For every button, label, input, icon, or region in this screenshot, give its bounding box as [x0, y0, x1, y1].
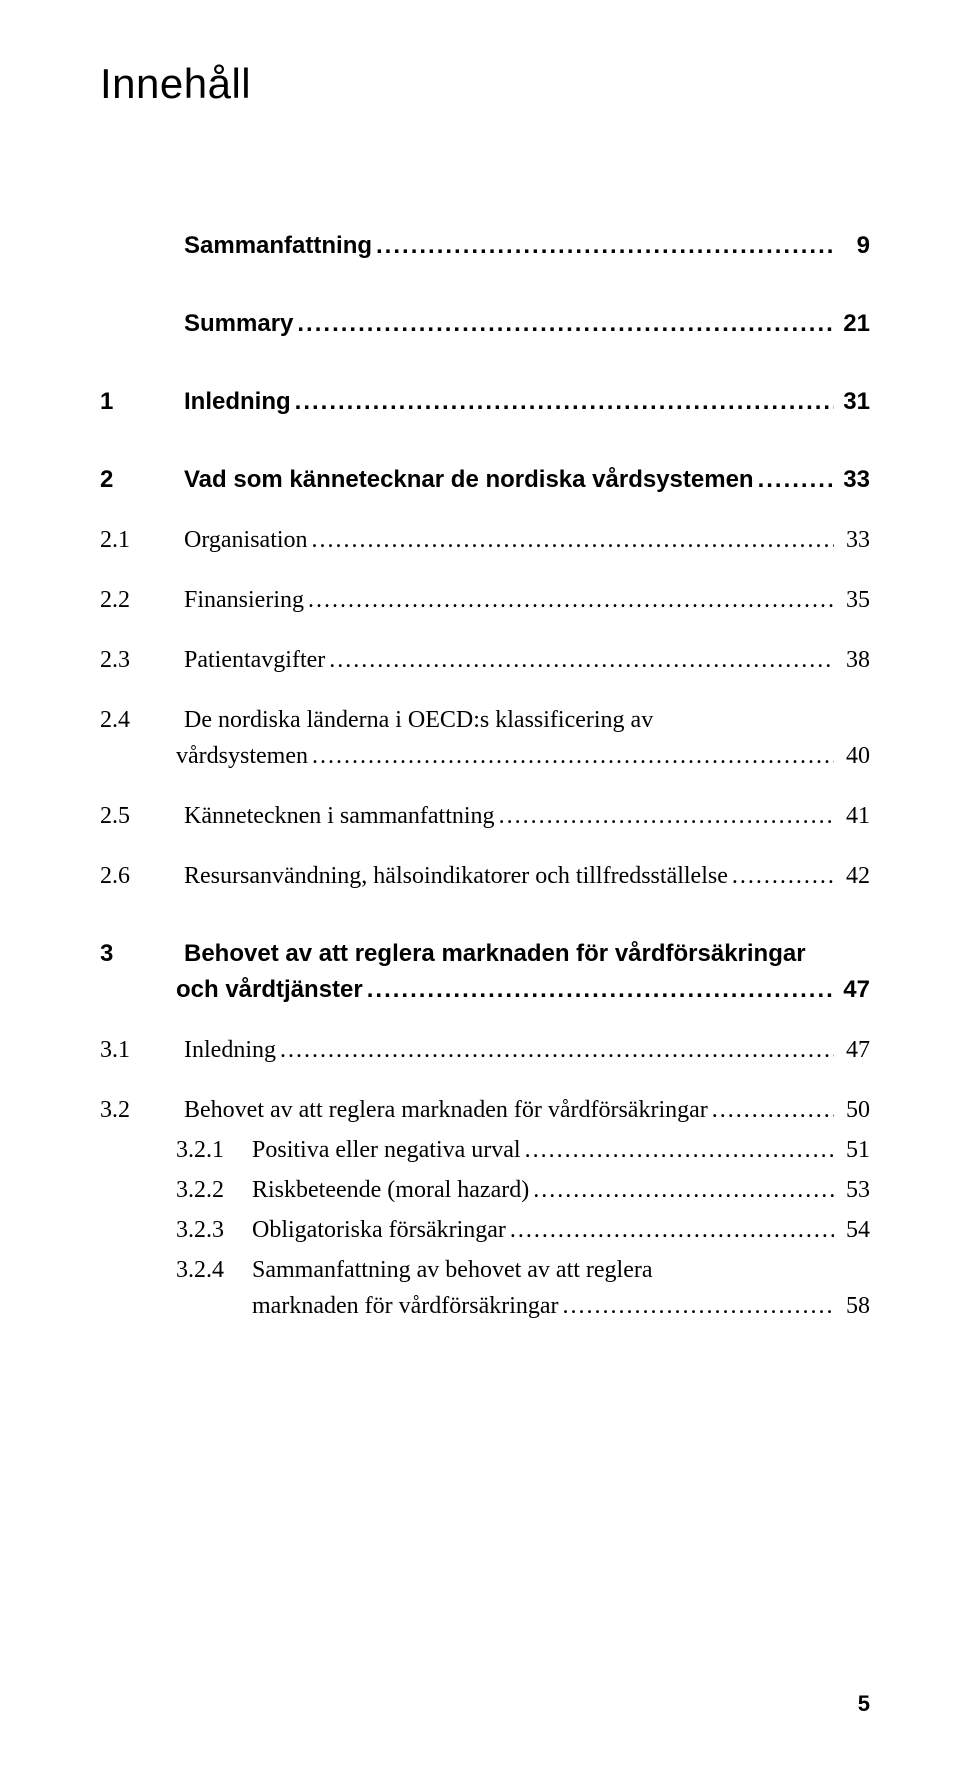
toc-number: 3.2.4	[100, 1252, 252, 1288]
toc-label: Inledning	[184, 1032, 276, 1068]
toc-page: 51	[834, 1132, 870, 1168]
toc-label: Riskbeteende (moral hazard)	[252, 1172, 529, 1208]
toc-number: 2.6	[100, 858, 184, 894]
toc-page: 58	[834, 1288, 870, 1324]
toc-page: 42	[834, 858, 870, 894]
toc-page: 47	[834, 972, 870, 1008]
toc-number: 3.2.3	[100, 1212, 252, 1248]
toc-page: 33	[834, 522, 870, 558]
toc-entry-s2-4: 2.4 De nordiska länderna i OECD:s klassi…	[100, 702, 870, 774]
toc-number: 2.4	[100, 702, 184, 738]
toc-number: 2.5	[100, 798, 184, 834]
toc-page: 50	[834, 1092, 870, 1128]
page-number: 5	[858, 1691, 870, 1717]
toc-number: 3	[100, 936, 184, 972]
page-title: Innehåll	[100, 60, 870, 108]
toc-leader: ........................................	[708, 1092, 834, 1128]
toc-entry-ch1: 1 Inledning ............................…	[100, 384, 870, 420]
toc-page: 21	[834, 306, 870, 342]
toc-indent	[100, 738, 176, 774]
toc-page: 35	[834, 582, 870, 618]
toc-label-line2: och vårdtjänster	[176, 972, 363, 1008]
toc-label: Kännetecknen i sammanfattning	[184, 798, 495, 834]
toc-leader: ........................................…	[559, 1288, 834, 1324]
toc-leader: ........................................…	[325, 642, 834, 678]
page: Innehåll Sammanfattning ................…	[0, 0, 960, 1767]
toc-leader: ........................................…	[521, 1132, 834, 1168]
toc-label: Summary	[184, 306, 293, 342]
toc-entry-ch3: 3 Behovet av att reglera marknaden för v…	[100, 936, 870, 1008]
toc-label: Resursanvändning, hälsoindikatorer och t…	[184, 858, 728, 894]
table-of-contents: Sammanfattning .........................…	[100, 228, 870, 1324]
toc-leader: ........................................…	[529, 1172, 834, 1208]
toc-number: 2.3	[100, 642, 184, 678]
toc-label: Obligatoriska försäkringar	[252, 1212, 506, 1248]
toc-leader: ........................................…	[308, 522, 834, 558]
toc-label-line1: De nordiska länderna i OECD:s klassifice…	[184, 702, 870, 738]
toc-page: 41	[834, 798, 870, 834]
toc-label: Positiva eller negativa urval	[252, 1132, 521, 1168]
toc-page: 31	[834, 384, 870, 420]
toc-leader: ........................................…	[495, 798, 834, 834]
toc-entry-s3-2-4: 3.2.4 Sammanfattning av behovet av att r…	[100, 1252, 870, 1324]
toc-number: 2	[100, 462, 184, 498]
toc-entry-s3-2-3: 3.2.3 Obligatoriska försäkringar .......…	[100, 1212, 870, 1248]
toc-page: 54	[834, 1212, 870, 1248]
toc-entry-s3-1: 3.1 Inledning ..........................…	[100, 1032, 870, 1068]
toc-entry-s2-1: 2.1 Organisation .......................…	[100, 522, 870, 558]
toc-label: Finansiering	[184, 582, 304, 618]
toc-page: 40	[834, 738, 870, 774]
toc-entry-s3-2-2: 3.2.2 Riskbeteende (moral hazard) ......…	[100, 1172, 870, 1208]
toc-leader: ........................................…	[276, 1032, 834, 1068]
toc-indent	[100, 1288, 252, 1324]
toc-number: 3.2.2	[100, 1172, 252, 1208]
toc-label: Organisation	[184, 522, 308, 558]
toc-label-line2: vårdsystemen	[176, 738, 308, 774]
toc-entry-s2-3: 2.3 Patientavgifter ....................…	[100, 642, 870, 678]
toc-number: 1	[100, 384, 184, 420]
toc-entry-s2-2: 2.2 Finansiering .......................…	[100, 582, 870, 618]
toc-entry-ch2: 2 Vad som kännetecknar de nordiska vårds…	[100, 462, 870, 498]
toc-leader: ........................................…	[304, 582, 834, 618]
toc-label: Patientavgifter	[184, 642, 325, 678]
toc-indent	[100, 972, 176, 1008]
toc-number: 2.1	[100, 522, 184, 558]
toc-leader: ........................................…	[291, 384, 834, 420]
toc-label-line1: Behovet av att reglera marknaden för vår…	[184, 936, 870, 972]
toc-entry-s3-2: 3.2 Behovet av att reglera marknaden för…	[100, 1092, 870, 1128]
toc-entry-s2-5: 2.5 Kännetecknen i sammanfattning ......…	[100, 798, 870, 834]
toc-entry-sammanfattning: Sammanfattning .........................…	[100, 228, 870, 264]
toc-entry-s3-2-1: 3.2.1 Positiva eller negativa urval ....…	[100, 1132, 870, 1168]
toc-entry-s2-6: 2.6 Resursanvändning, hälsoindikatorer o…	[100, 858, 870, 894]
toc-leader: ........................................…	[308, 738, 834, 774]
toc-page: 9	[834, 228, 870, 264]
toc-label: Behovet av att reglera marknaden för vår…	[184, 1092, 708, 1128]
toc-label: Sammanfattning	[184, 228, 372, 264]
toc-number: 2.2	[100, 582, 184, 618]
toc-page: 47	[834, 1032, 870, 1068]
toc-number: 3.1	[100, 1032, 184, 1068]
toc-label: Inledning	[184, 384, 291, 420]
toc-leader: ........................................	[728, 858, 834, 894]
toc-leader: ........................................…	[506, 1212, 834, 1248]
toc-label-line2: marknaden för vårdförsäkringar	[252, 1288, 559, 1324]
toc-number: 3.2	[100, 1092, 184, 1128]
toc-label-line1: Sammanfattning av behovet av att reglera	[252, 1252, 870, 1288]
toc-number: 3.2.1	[100, 1132, 252, 1168]
toc-page: 33	[834, 462, 870, 498]
toc-entry-summary: Summary ................................…	[100, 306, 870, 342]
toc-leader: ........................................…	[372, 228, 834, 264]
toc-leader: ........................................…	[293, 306, 834, 342]
toc-label: Vad som kännetecknar de nordiska vårdsys…	[184, 462, 754, 498]
toc-leader: ........................................…	[363, 972, 834, 1008]
toc-page: 53	[834, 1172, 870, 1208]
toc-leader: .....................................	[754, 462, 834, 498]
toc-page: 38	[834, 642, 870, 678]
